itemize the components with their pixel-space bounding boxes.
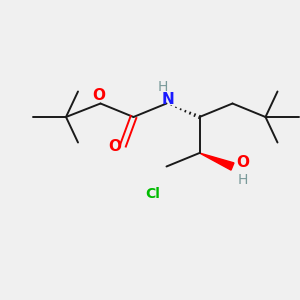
Text: O: O — [236, 155, 250, 170]
Text: O: O — [92, 88, 106, 104]
Text: Cl: Cl — [146, 187, 160, 200]
Text: O: O — [108, 140, 121, 154]
Text: H: H — [158, 80, 168, 94]
Text: N: N — [162, 92, 174, 107]
Polygon shape — [200, 153, 234, 170]
Text: H: H — [238, 173, 248, 187]
